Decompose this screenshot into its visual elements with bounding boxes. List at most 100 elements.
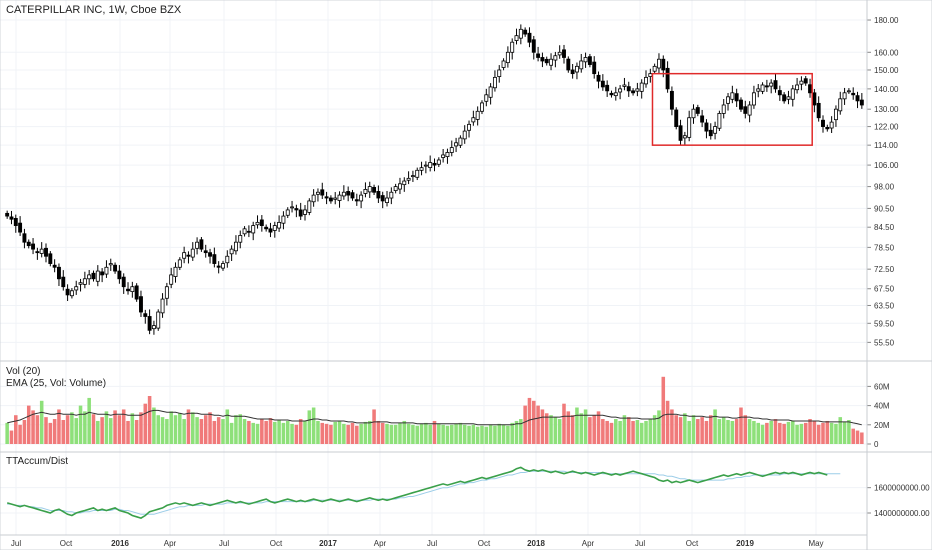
candle-body[interactable] [423, 164, 428, 167]
volume-bar[interactable] [398, 422, 402, 444]
candle-body[interactable] [665, 67, 670, 90]
volume-bar[interactable] [402, 420, 407, 444]
volume-bar[interactable] [191, 412, 195, 444]
volume-bar[interactable] [277, 420, 281, 444]
volume-bar[interactable] [156, 415, 161, 444]
candle-body[interactable] [268, 228, 273, 233]
candle-body[interactable] [536, 53, 541, 58]
candle-body[interactable] [61, 276, 66, 288]
candle-body[interactable] [18, 222, 23, 233]
candle-body[interactable] [726, 96, 730, 104]
volume-bar[interactable] [803, 422, 808, 444]
candle-body[interactable] [48, 253, 53, 264]
volume-bar[interactable] [121, 409, 126, 444]
candle-body[interactable] [376, 191, 381, 199]
candle-body[interactable] [182, 252, 187, 259]
candle-body[interactable] [657, 58, 661, 69]
volume-bar[interactable] [726, 420, 730, 444]
candle-body[interactable] [195, 241, 200, 249]
volume-bar[interactable] [769, 420, 773, 444]
candle-body[interactable] [117, 270, 122, 280]
volume-bar[interactable] [506, 425, 510, 444]
candle-body[interactable] [26, 241, 31, 247]
candle-body[interactable] [160, 298, 165, 314]
volume-bar[interactable] [333, 421, 337, 444]
candle-body[interactable] [44, 247, 48, 257]
volume-bar[interactable] [298, 419, 303, 444]
candle-body[interactable] [208, 252, 212, 257]
volume-bar[interactable] [618, 420, 622, 444]
volume-bar[interactable] [799, 423, 804, 444]
candle-body[interactable] [587, 56, 592, 65]
volume-bar[interactable] [791, 420, 795, 444]
candle-body[interactable] [678, 125, 683, 141]
candle-body[interactable] [35, 251, 40, 254]
candle-body[interactable] [74, 286, 79, 291]
volume-bar[interactable] [247, 420, 251, 444]
volume-bar[interactable] [65, 415, 70, 444]
candle-body[interactable] [812, 92, 817, 106]
volume-bar[interactable] [687, 420, 691, 444]
candle-body[interactable] [777, 90, 782, 96]
volume-bar[interactable] [363, 421, 368, 444]
volume-bar[interactable] [583, 409, 588, 444]
candle-body[interactable] [808, 84, 812, 94]
volume-bar[interactable] [437, 423, 441, 444]
candle-body[interactable] [221, 263, 225, 269]
volume-bar[interactable] [626, 417, 631, 444]
candle-body[interactable] [108, 263, 113, 266]
volume-bar[interactable] [471, 424, 476, 444]
candle-body[interactable] [82, 278, 87, 285]
volume-bar[interactable] [195, 417, 199, 444]
volume-bar[interactable] [117, 415, 122, 444]
volume-bar[interactable] [730, 420, 735, 444]
candle-body[interactable] [574, 65, 579, 73]
candle-body[interactable] [303, 209, 307, 215]
volume-bar[interactable] [614, 419, 618, 444]
volume-bar[interactable] [376, 420, 381, 444]
candle-body[interactable] [147, 316, 152, 331]
candle-body[interactable] [380, 195, 385, 202]
volume-bar[interactable] [579, 413, 584, 444]
candle-body[interactable] [389, 191, 394, 199]
candle-body[interactable] [315, 191, 320, 195]
volume-bar[interactable] [126, 420, 130, 444]
candle-body[interactable] [600, 80, 605, 88]
volume-bar[interactable] [337, 420, 342, 444]
volume-bar[interactable] [523, 405, 527, 444]
candle-body[interactable] [9, 216, 14, 220]
volume-bar[interactable] [596, 411, 601, 444]
volume-bar[interactable] [661, 376, 666, 444]
volume-bar[interactable] [462, 424, 467, 444]
candle-body[interactable] [346, 191, 351, 196]
candle-body[interactable] [367, 186, 372, 193]
candle-body[interactable] [65, 288, 70, 296]
candle-body[interactable] [87, 274, 92, 280]
candle-body[interactable] [31, 243, 36, 250]
volume-bar[interactable] [860, 432, 864, 444]
candle-body[interactable] [544, 58, 549, 64]
volume-bar[interactable] [372, 409, 376, 444]
volume-bar[interactable] [721, 417, 726, 444]
candle-body[interactable] [428, 162, 433, 168]
volume-bar[interactable] [52, 419, 57, 444]
volume-bar[interactable] [441, 424, 445, 444]
volume-bar[interactable] [760, 424, 765, 444]
volume-bar[interactable] [501, 424, 506, 444]
candle-body[interactable] [717, 113, 722, 129]
volume-bar[interactable] [708, 415, 713, 444]
volume-bar[interactable] [544, 413, 549, 444]
candle-body[interactable] [432, 162, 437, 166]
volume-bar[interactable] [44, 417, 48, 444]
candle-body[interactable] [251, 225, 256, 234]
candle-body[interactable] [406, 177, 411, 181]
candle-body[interactable] [462, 130, 467, 140]
volume-bar[interactable] [743, 415, 748, 444]
candle-body[interactable] [838, 98, 843, 112]
volume-bar[interactable] [562, 403, 566, 444]
volume-bar[interactable] [329, 424, 333, 444]
volume-bar[interactable] [834, 423, 838, 444]
volume-bar[interactable] [342, 423, 346, 444]
volume-bar[interactable] [782, 423, 786, 444]
